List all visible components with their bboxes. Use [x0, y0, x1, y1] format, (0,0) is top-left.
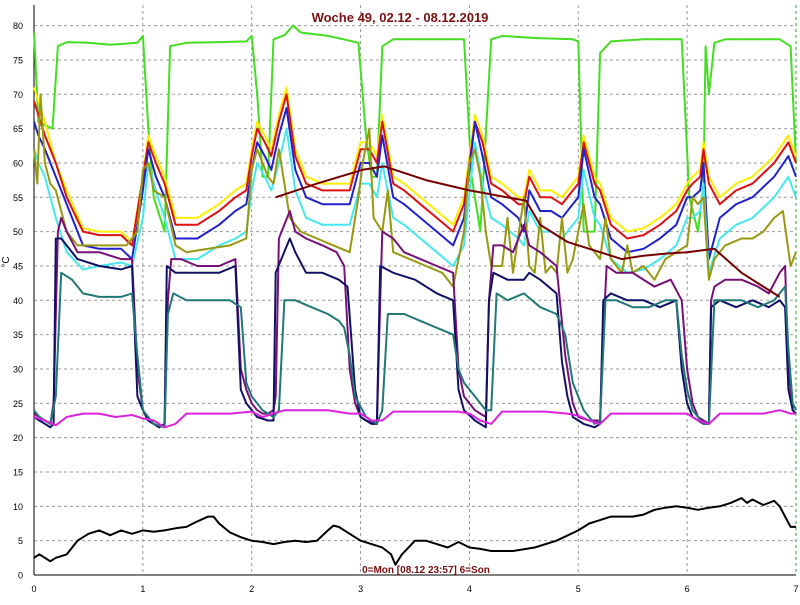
series-group: [33, 24, 797, 566]
series-line-5: [33, 127, 797, 274]
x-tick-label: 1: [140, 584, 145, 594]
series-line-2: [33, 86, 797, 243]
grid: [34, 5, 797, 575]
y-tick-label: 10: [13, 502, 23, 512]
y-tick-label: 5: [18, 536, 23, 546]
x-axis-label: 0=Mon [08.12 23:57] 6=Son: [362, 565, 490, 576]
x-tick-label: 0: [31, 584, 36, 594]
series-line-10: [33, 409, 796, 429]
x-tick-label: 7: [793, 584, 798, 594]
chart-title: Woche 49, 02.12 - 08.12.2019: [312, 10, 489, 25]
series-line-1: [33, 24, 797, 233]
y-tick-label: 35: [13, 330, 23, 340]
x-tick-label: 4: [467, 584, 472, 594]
y-tick-label: 30: [13, 364, 23, 374]
x-tick-label: 5: [576, 584, 581, 594]
y-tick-label: 70: [13, 90, 23, 100]
x-tick-label: 3: [358, 584, 363, 594]
series-line-12: [33, 497, 796, 566]
y-tick-label: 15: [13, 467, 23, 477]
y-tick-label: 80: [13, 21, 23, 31]
x-tick-label: 6: [685, 584, 690, 594]
y-tick-label: 60: [13, 158, 23, 168]
y-tick-label: 50: [13, 227, 23, 237]
series-line-11: [275, 165, 781, 298]
y-tick-label: 25: [13, 399, 23, 409]
y-tick-label: 40: [13, 296, 23, 306]
series-line-3: [33, 93, 797, 247]
x-tick-label: 2: [249, 584, 254, 594]
y-tick-label: 75: [13, 55, 23, 65]
series-line-8: [33, 237, 797, 429]
series-line-6: [33, 93, 797, 288]
y-tick-label: 20: [13, 433, 23, 443]
y-tick-label: 45: [13, 261, 23, 271]
y-axis-label: °C: [1, 256, 12, 267]
y-tick-label: 55: [13, 193, 23, 203]
series-line-4: [33, 107, 797, 261]
y-tick-label: 0: [18, 571, 23, 581]
y-tick-label: 65: [13, 124, 23, 134]
